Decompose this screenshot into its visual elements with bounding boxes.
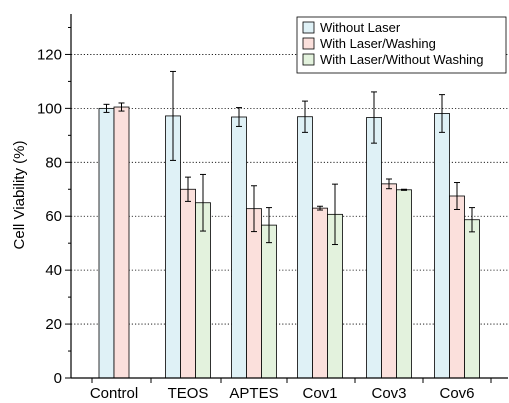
axes: Control TEOS APTES Cov1 Cov3 Cov6 0 20 40 60 80 100…: [37, 14, 508, 402]
x-tick-label: Cov6: [439, 385, 474, 402]
bar-cov1-series-1: [297, 116, 313, 379]
bar-cov6-series-1: [434, 113, 450, 379]
legend-label: Without Laser: [320, 20, 401, 35]
x-tick-label: TEOS: [168, 385, 209, 402]
bar-control-series-1: [98, 107, 115, 379]
legend-box: [296, 16, 507, 74]
y-tick-label: 120: [37, 46, 62, 63]
bar-teos-series-2: [180, 188, 196, 379]
legend-swatch: [302, 37, 315, 50]
y-tick-label: 60: [45, 208, 62, 225]
y-tick-label: 80: [45, 154, 62, 171]
x-tick-label: APTES: [229, 385, 278, 402]
bar-aptes-series-1: [231, 116, 247, 379]
y-tick-label: 20: [45, 316, 62, 333]
bar-cov6-series-3: [464, 219, 480, 379]
legend-swatch: [302, 21, 315, 34]
y-tick-label: 0: [54, 370, 62, 387]
bar-control-series-2: [113, 106, 130, 379]
bar-cov1-series-2: [312, 207, 328, 379]
x-tick-label: Control: [90, 385, 138, 402]
bars: [98, 70, 480, 379]
bar-aptes-series-3: [261, 224, 277, 379]
bar-cov6-series-2: [449, 195, 465, 379]
x-tick-label: Cov3: [371, 385, 406, 402]
legend-label: With Laser/Washing: [320, 36, 436, 51]
y-tick-label: 40: [45, 262, 62, 279]
bar-cov3-series-3: [396, 189, 412, 379]
bar-cov3-series-1: [366, 117, 382, 379]
grid-lines: [71, 54, 508, 325]
legend-swatch: [302, 53, 315, 66]
bar-cov3-series-2: [381, 183, 397, 379]
x-tick-label: Cov1: [302, 385, 337, 402]
y-axis-title: Cell Viability (%): [11, 141, 28, 250]
bar-aptes-series-2: [246, 208, 262, 379]
y-tick-label: 100: [37, 100, 62, 117]
legend-label: With Laser/Without Washing: [320, 52, 484, 67]
